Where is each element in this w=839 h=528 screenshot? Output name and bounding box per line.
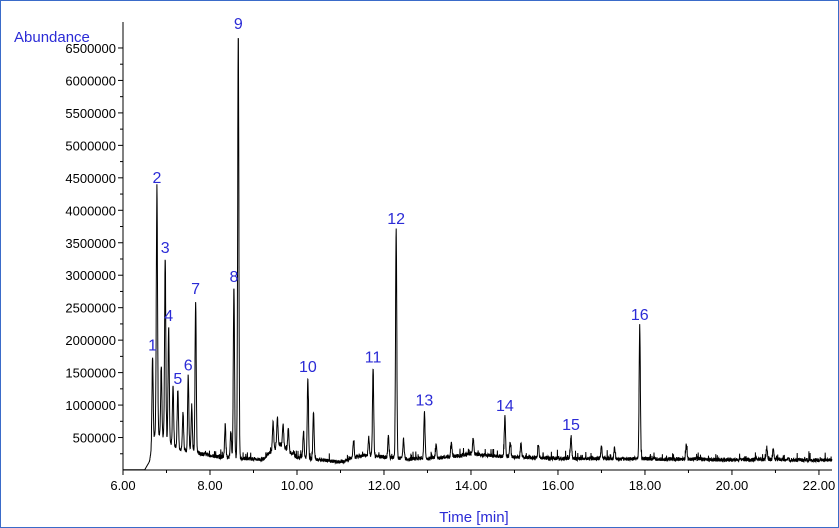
x-ticks: 6.00 8.00 10.00 12.00 14.00 16.00 18.00 20.00 22…: [110, 470, 835, 493]
x-tick-label: 16.00: [542, 478, 575, 493]
axes: [122, 22, 832, 471]
peak-label-14: 14: [496, 398, 514, 415]
peak-label-7: 7: [191, 281, 200, 298]
x-tick-label: 12.00: [368, 478, 401, 493]
peak-label-3: 3: [161, 240, 170, 257]
x-tick-label: 6.00: [110, 478, 135, 493]
peak-label-6: 6: [184, 358, 193, 375]
peak-label-4: 4: [164, 308, 173, 325]
peak-label-15: 15: [562, 417, 580, 434]
y-tick-label: 6000000: [65, 73, 116, 88]
y-tick-label: 5000000: [65, 138, 116, 153]
peak-label-12: 12: [387, 211, 405, 228]
x-tick-label: 22.00: [803, 478, 836, 493]
chromatogram-trace: [123, 37, 833, 471]
peak-label-11: 11: [365, 350, 382, 367]
y-tick-label: 2500000: [65, 301, 116, 316]
x-tick-label: 18.00: [629, 478, 662, 493]
x-tick-label: 8.00: [197, 478, 222, 493]
y-tick-label: 1500000: [65, 366, 116, 381]
y-tick-label: 500000: [73, 431, 116, 446]
y-ticks: 500000 1000000 1500000 2000000 2500000 300000…: [65, 41, 123, 455]
peak-label-16: 16: [631, 307, 649, 324]
x-axis-title: Time [min]: [439, 509, 508, 526]
y-tick-label: 5500000: [65, 106, 116, 121]
y-tick-label: 6500000: [65, 41, 116, 56]
y-axis-title: Abundance: [14, 29, 90, 46]
peak-label-1: 1: [148, 337, 157, 354]
peak-label-5: 5: [173, 371, 182, 388]
peak-label-13: 13: [416, 393, 434, 410]
x-tick-label: 20.00: [716, 478, 749, 493]
y-tick-label: 3500000: [65, 236, 116, 251]
peak-label-9: 9: [234, 16, 243, 33]
y-tick-label: 3000000: [65, 268, 116, 283]
y-tick-label: 1000000: [65, 398, 116, 413]
peak-label-2: 2: [152, 170, 161, 187]
x-tick-label: 10.00: [281, 478, 314, 493]
peak-label-10: 10: [299, 359, 317, 376]
y-tick-label: 4000000: [65, 203, 116, 218]
y-tick-label: 4500000: [65, 171, 116, 186]
x-tick-label: 14.00: [455, 478, 488, 493]
y-tick-label: 2000000: [65, 333, 116, 348]
peak-label-8: 8: [229, 269, 238, 286]
